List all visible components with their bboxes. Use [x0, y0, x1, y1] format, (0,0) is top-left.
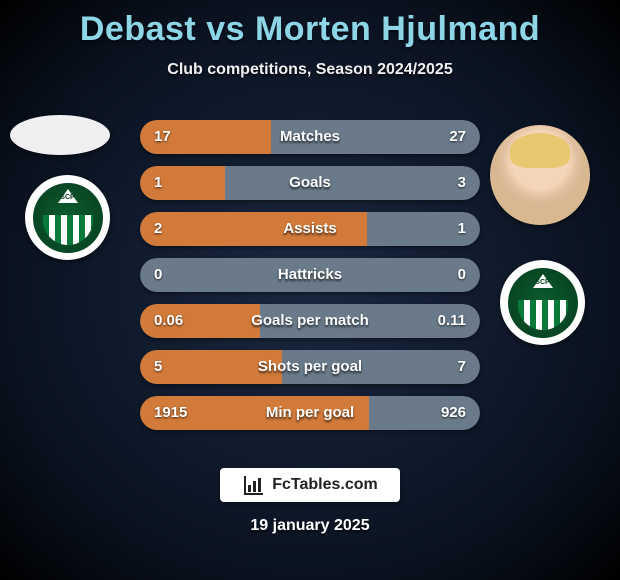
player2-avatar: [490, 125, 590, 225]
footer-logo: FcTables.com: [220, 468, 400, 502]
stats-chart: 1727Matches 13Goals 21Assists 00Hattricks 0.…: [140, 120, 480, 442]
stat-row: 1915926Min per goal: [140, 396, 480, 430]
stat-label: Shots per goal: [140, 350, 480, 384]
stat-label: Assists: [140, 212, 480, 246]
stat-row: 0.060.11Goals per match: [140, 304, 480, 338]
footer-text: FcTables.com: [272, 476, 378, 494]
date-label: 19 january 2025: [0, 517, 620, 535]
stat-label: Goals: [140, 166, 480, 200]
stat-label: Goals per match: [140, 304, 480, 338]
stat-row: 57Shots per goal: [140, 350, 480, 384]
page-title: Debast vs Morten Hjulmand: [0, 0, 620, 49]
player1-avatar: [10, 115, 110, 155]
stat-row: 13Goals: [140, 166, 480, 200]
chart-icon: [242, 473, 266, 497]
stat-row: 1727Matches: [140, 120, 480, 154]
stat-row: 21Assists: [140, 212, 480, 246]
player2-club-badge: [500, 260, 585, 345]
stat-row: 00Hattricks: [140, 258, 480, 292]
stat-label: Hattricks: [140, 258, 480, 292]
subtitle: Club competitions, Season 2024/2025: [0, 61, 620, 79]
stat-label: Min per goal: [140, 396, 480, 430]
player1-club-badge: [25, 175, 110, 260]
stat-label: Matches: [140, 120, 480, 154]
